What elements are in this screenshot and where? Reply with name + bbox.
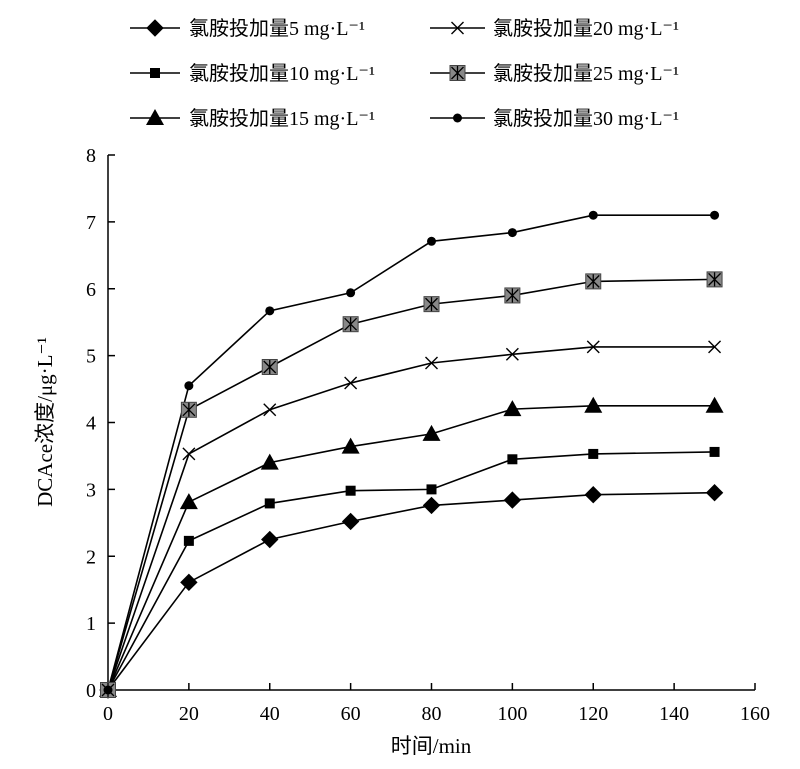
x-axis-title: 时间/min — [391, 734, 472, 758]
x-tick-label: 160 — [740, 703, 770, 725]
series-line-4 — [107, 346, 715, 691]
series-2-point — [507, 454, 518, 465]
series-3-point — [503, 400, 522, 417]
legend-item-2: 氯胺投加量10 mg·L⁻¹ — [130, 62, 375, 85]
series-5-point — [504, 287, 521, 304]
x-tick-label: 80 — [422, 703, 442, 725]
legend-item-5: 氯胺投加量25 mg·L⁻¹ — [430, 62, 679, 85]
y-tick-label: 0 — [86, 680, 96, 702]
legend-item-4: 氯胺投加量20 mg·L⁻¹ — [430, 17, 679, 40]
series-2-point — [426, 484, 437, 495]
series-4-point — [708, 340, 722, 354]
legend-marker — [146, 109, 164, 125]
series-4-point — [586, 340, 600, 354]
series-6-point — [507, 228, 517, 238]
series-4-point — [425, 356, 438, 370]
series-5-point — [342, 316, 359, 333]
series-4-point — [505, 347, 519, 361]
series-1-point — [705, 484, 724, 502]
series-2-point — [264, 498, 275, 509]
series-line-5 — [107, 278, 715, 691]
y-tick-label: 5 — [86, 346, 96, 368]
x-tick-label: 40 — [260, 703, 280, 725]
series-3-point — [705, 396, 724, 413]
legend-marker — [146, 19, 164, 37]
series-6-point — [710, 210, 720, 220]
legend-item-3: 氯胺投加量15 mg·L⁻¹ — [130, 107, 375, 130]
series-6-point — [346, 288, 356, 298]
series-1-point — [261, 530, 279, 549]
legend-item-6: 氯胺投加量30 mg·L⁻¹ — [430, 107, 679, 130]
legend-label: 氯胺投加量25 mg·L⁻¹ — [493, 62, 679, 85]
plot-area — [107, 155, 755, 691]
legend-label: 氯胺投加量20 mg·L⁻¹ — [493, 17, 679, 40]
x-tick-label: 140 — [659, 703, 689, 725]
y-axis-title: DCAce浓度/μg·L⁻¹ — [33, 337, 57, 507]
series-line-1 — [107, 491, 715, 691]
legend-marker — [451, 21, 464, 35]
series-line-2 — [107, 451, 715, 691]
series-3-point — [179, 493, 198, 510]
series-3-point — [422, 424, 441, 441]
series-line-6 — [107, 214, 715, 691]
series-6-point — [588, 210, 598, 220]
x-tick-label: 100 — [497, 703, 527, 725]
legend: 氯胺投加量5 mg·L⁻¹ 氯胺投加量10 mg·L⁻¹ 氯胺投加量15 mg·L⁻… — [130, 17, 679, 130]
series-4-point — [263, 403, 277, 417]
series-2-point — [709, 446, 720, 457]
series-1-point — [422, 496, 441, 515]
series-4-point — [344, 376, 358, 390]
series-6-point — [103, 685, 113, 695]
legend-marker — [453, 113, 462, 123]
series-line-3 — [107, 404, 715, 691]
series-2-point — [345, 485, 356, 496]
y-tick-label: 1 — [86, 613, 96, 635]
series-markers — [99, 210, 724, 699]
series-lines — [107, 214, 715, 691]
y-tick-label: 8 — [86, 145, 96, 167]
series-5-point — [706, 271, 723, 288]
series-3-point — [260, 453, 279, 470]
legend-marker — [449, 65, 466, 81]
legend-label: 氯胺投加量10 mg·L⁻¹ — [189, 62, 375, 85]
series-1-point — [180, 573, 198, 592]
legend-label: 氯胺投加量5 mg·L⁻¹ — [189, 17, 365, 40]
series-1-point — [584, 486, 602, 504]
series-4-point — [182, 447, 196, 461]
legend-marker — [150, 68, 160, 78]
legend-label: 氯胺投加量30 mg·L⁻¹ — [493, 107, 679, 130]
series-6-point — [265, 306, 275, 316]
series-5-point — [261, 358, 278, 375]
series-2-point — [588, 448, 599, 459]
y-tick-label: 4 — [86, 413, 96, 435]
y-ticks: 0 1 2 3 4 5 6 7 8 — [86, 145, 115, 702]
x-tick-label: 0 — [103, 703, 113, 725]
series-6-point — [427, 236, 436, 246]
y-tick-label: 3 — [86, 479, 96, 501]
series-5-point — [423, 296, 440, 313]
y-tick-label: 6 — [86, 279, 96, 301]
series-3-point — [341, 437, 360, 454]
series-5-point — [585, 273, 602, 290]
y-tick-label: 2 — [86, 546, 96, 568]
legend-label: 氯胺投加量15 mg·L⁻¹ — [189, 107, 375, 130]
x-tick-label: 20 — [179, 703, 199, 725]
series-2-point — [183, 535, 194, 546]
y-tick-label: 7 — [86, 212, 96, 234]
x-tick-label: 120 — [578, 703, 608, 725]
series-1-point — [503, 491, 522, 509]
x-tick-label: 60 — [341, 703, 361, 725]
series-5-point — [180, 401, 197, 418]
series-3-point — [584, 396, 603, 413]
series-1-point — [341, 512, 360, 531]
series-6-point — [184, 381, 194, 391]
legend-item-1: 氯胺投加量5 mg·L⁻¹ — [130, 17, 365, 40]
